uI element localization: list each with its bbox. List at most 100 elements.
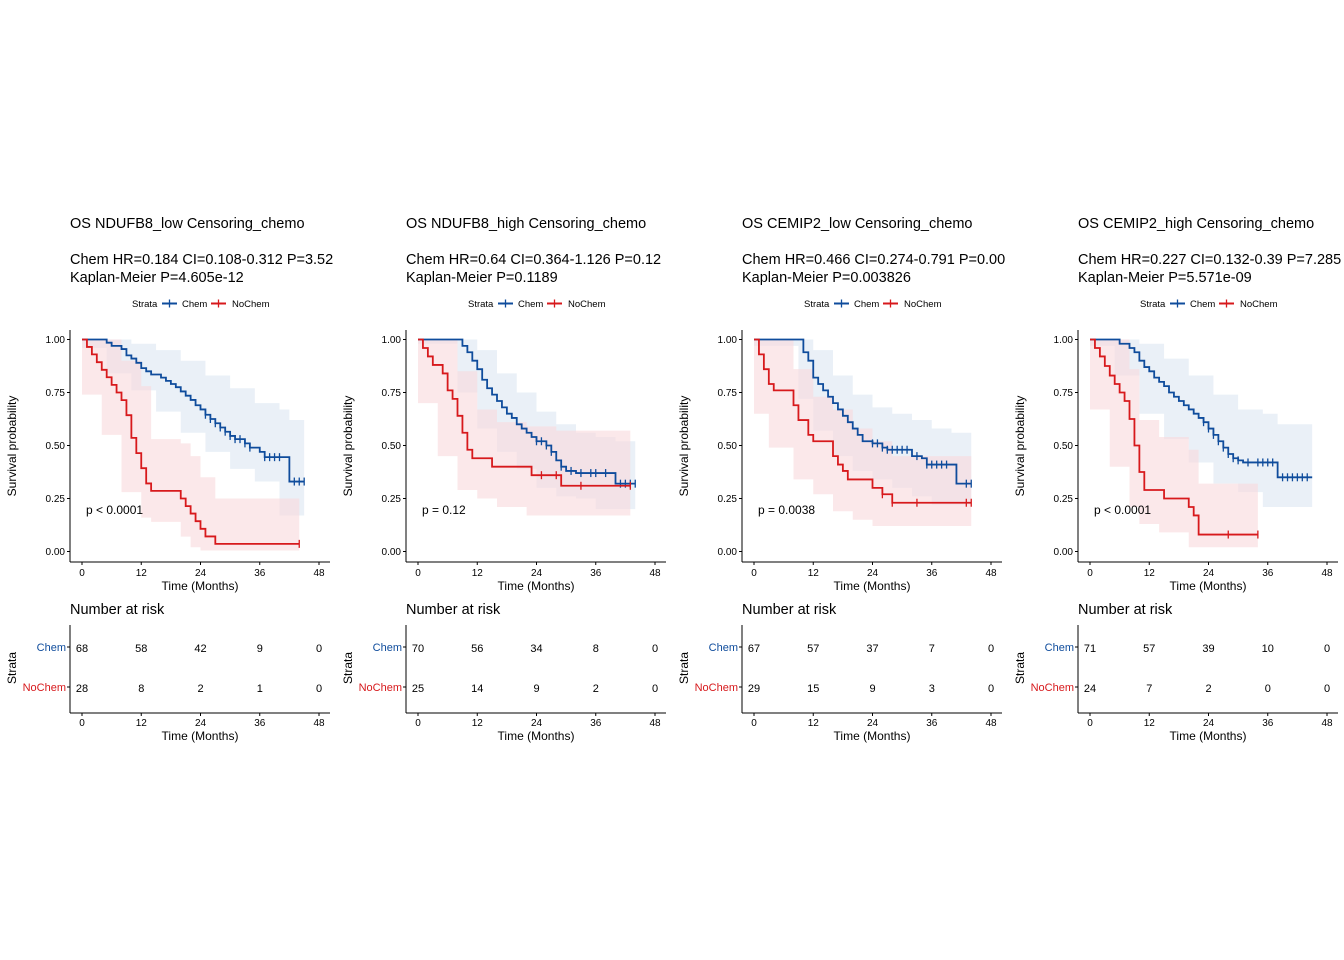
y-tick-label: 0.50 — [718, 441, 738, 452]
y-tick-label: 0.25 — [1054, 494, 1074, 505]
x-tick-label: 48 — [1321, 568, 1333, 579]
km-panel-4: OS CEMIP2_high Censoring_chemo Chem HR=0.… — [1013, 216, 1341, 743]
legend-title: Strata — [132, 299, 158, 310]
x-tick-label: 12 — [1144, 568, 1156, 579]
panel-header: OS CEMIP2_high Censoring_chemo Chem HR=0.… — [1078, 216, 1341, 286]
risk-row-label-nochem: NoChem — [359, 682, 402, 694]
panel-subtitle-km: Kaplan-Meier P=5.571e-09 — [1078, 270, 1252, 286]
risk-count-chem: 34 — [530, 643, 542, 655]
risk-x-tick-label: 48 — [985, 718, 997, 729]
panel-subtitle-km: Kaplan-Meier P=0.003826 — [742, 270, 911, 286]
x-tick-label: 24 — [195, 568, 207, 579]
legend-title: Strata — [804, 299, 830, 310]
risk-x-tick-label: 12 — [136, 718, 148, 729]
risk-count-chem: 0 — [1324, 643, 1330, 655]
legend-chem-label: Chem — [1190, 299, 1215, 310]
panel-subtitle-km: Kaplan-Meier P=4.605e-12 — [70, 270, 244, 286]
risk-count-chem: 39 — [1202, 643, 1214, 655]
km-curve-chem — [1090, 338, 1313, 479]
survival-plot: 0.00 0.25 0.50 0.75 1.00 0 12 24 36 48 Time (Month… — [1013, 330, 1338, 593]
risk-count-nochem: 2 — [197, 683, 203, 695]
risk-count-nochem: 9 — [533, 683, 539, 695]
risk-table-title: Number at risk — [70, 602, 165, 618]
risk-count-chem: 56 — [471, 643, 483, 655]
risk-x-tick-label: 36 — [590, 718, 602, 729]
risk-x-tick-label: 36 — [926, 718, 938, 729]
risk-x-tick-label: 36 — [254, 718, 266, 729]
panel-subtitle-km: Kaplan-Meier P=0.1189 — [406, 270, 558, 286]
risk-count-chem: 0 — [988, 643, 994, 655]
p-value-annotation: p < 0.0001 — [86, 503, 143, 517]
risk-count-chem: 57 — [807, 643, 819, 655]
risk-count-nochem: 14 — [471, 683, 483, 695]
risk-count-nochem: 8 — [138, 683, 144, 695]
risk-row-label-nochem: NoChem — [695, 682, 738, 694]
risk-x-tick-label: 24 — [531, 718, 543, 729]
x-tick-label: 48 — [985, 568, 997, 579]
risk-count-nochem: 15 — [807, 683, 819, 695]
x-axis-label: Time (Months) — [834, 579, 911, 593]
legend-nochem-label: NoChem — [1240, 299, 1278, 310]
p-value-annotation: p < 0.0001 — [1094, 503, 1151, 517]
survival-plot: 0.00 0.25 0.50 0.75 1.00 0 12 24 36 48 Time (Month… — [341, 330, 666, 593]
risk-row-label-nochem: NoChem — [1031, 682, 1074, 694]
risk-count-chem: 67 — [748, 643, 760, 655]
y-tick-label: 0.75 — [382, 388, 402, 399]
y-tick-label: 1.00 — [1054, 335, 1074, 346]
risk-table-title: Number at risk — [742, 602, 837, 618]
legend-chem-label: Chem — [854, 299, 879, 310]
legend: Strata Chem NoChem — [804, 299, 942, 310]
x-tick-label: 12 — [808, 568, 820, 579]
risk-count-chem: 0 — [652, 643, 658, 655]
panel-header: OS NDUFB8_high Censoring_chemo Chem HR=0.… — [406, 216, 661, 286]
y-tick-label: 1.00 — [46, 335, 66, 346]
risk-count-nochem: 0 — [316, 683, 322, 695]
x-tick-label: 36 — [590, 568, 602, 579]
risk-count-nochem: 25 — [412, 683, 424, 695]
ci-band-nochem — [1090, 339, 1258, 548]
risk-count-nochem: 2 — [593, 683, 599, 695]
y-tick-label: 0.50 — [46, 441, 66, 452]
legend-title: Strata — [468, 299, 494, 310]
y-tick-label: 1.00 — [382, 335, 402, 346]
risk-row-label-nochem: NoChem — [23, 682, 66, 694]
risk-table-title: Number at risk — [1078, 602, 1173, 618]
p-value-annotation: p = 0.12 — [422, 503, 466, 517]
y-tick-label: 0.75 — [1054, 388, 1074, 399]
y-tick-label: 0.50 — [1054, 441, 1074, 452]
x-tick-label: 24 — [1203, 568, 1215, 579]
km-panel-3: OS CEMIP2_low Censoring_chemo Chem HR=0.4… — [677, 216, 1005, 743]
risk-x-tick-label: 12 — [1144, 718, 1156, 729]
x-tick-label: 36 — [1262, 568, 1274, 579]
y-axis-label: Survival probability — [341, 396, 355, 497]
km-panel-2: OS NDUFB8_high Censoring_chemo Chem HR=0.… — [341, 216, 666, 743]
p-value-annotation: p = 0.0038 — [758, 503, 815, 517]
legend-nochem-label: NoChem — [232, 299, 270, 310]
risk-count-nochem: 24 — [1084, 683, 1096, 695]
x-tick-label: 48 — [649, 568, 661, 579]
y-tick-label: 1.00 — [718, 335, 738, 346]
risk-x-tick-label: 12 — [472, 718, 484, 729]
risk-table: Number at risk Chem 67 57 37 7 0 NoChem 29 15 9 3 0 0… — [677, 602, 1002, 743]
km-curve-nochem — [754, 338, 972, 504]
panel-title: OS CEMIP2_high Censoring_chemo — [1078, 216, 1314, 232]
risk-x-tick-label: 48 — [313, 718, 325, 729]
risk-count-nochem: 28 — [76, 683, 88, 695]
legend-nochem-label: NoChem — [568, 299, 606, 310]
risk-count-nochem: 0 — [1265, 683, 1271, 695]
risk-row-label-chem: Chem — [709, 642, 738, 654]
risk-count-nochem: 0 — [988, 683, 994, 695]
y-tick-label: 0.25 — [382, 494, 402, 505]
legend-title: Strata — [1140, 299, 1166, 310]
risk-x-tick-label: 24 — [195, 718, 207, 729]
risk-count-chem: 58 — [135, 643, 147, 655]
legend: Strata Chem NoChem — [468, 299, 606, 310]
x-tick-label: 36 — [926, 568, 938, 579]
risk-x-tick-label: 48 — [1321, 718, 1333, 729]
risk-x-tick-label: 48 — [649, 718, 661, 729]
ci-band-nochem — [418, 339, 631, 516]
risk-count-nochem: 29 — [748, 683, 760, 695]
survival-plot: 0.00 0.25 0.50 0.75 1.00 0 12 24 36 48 Time (Month… — [5, 330, 330, 593]
y-tick-label: 0.00 — [46, 547, 66, 558]
